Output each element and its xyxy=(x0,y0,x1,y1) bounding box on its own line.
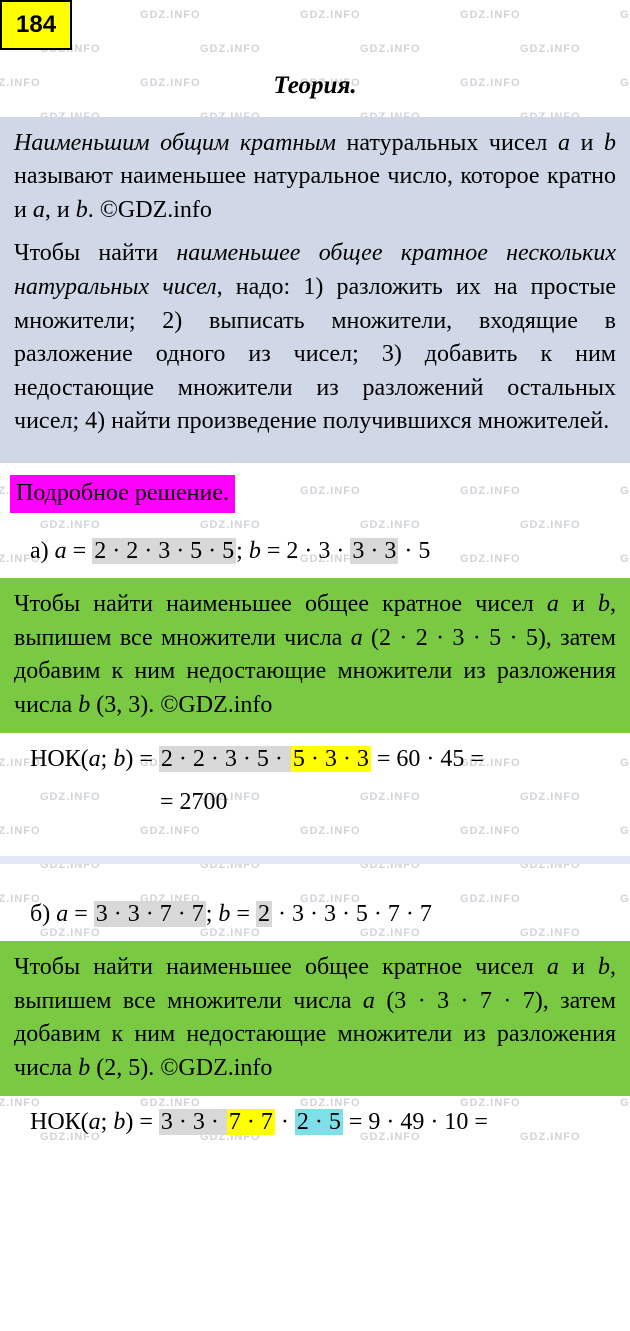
spacer xyxy=(0,864,630,890)
part-b-explanation: Чтобы найти наименьшее общее кратное чис… xyxy=(0,941,630,1095)
part-a-nok-result: = 2700 xyxy=(0,786,630,830)
part-a-nok: НОК(a; b) = 2 · 2 · 3 · 5 · 5 · 3 · 3 = … xyxy=(0,733,630,787)
spacer xyxy=(0,830,630,856)
divider-band xyxy=(0,856,630,864)
theory-box: Наименьшим общим кратным натуральных чис… xyxy=(0,117,630,463)
part-a-given: а) a = 2 · 2 · 3 · 5 · 5; b = 2 · 3 · 3 … xyxy=(0,527,630,579)
part-b-given: б) a = 3 · 3 · 7 · 7; b = 2 · 3 · 3 · 5 … xyxy=(0,890,630,942)
part-a-explanation: Чтобы найти наименьшее общее кратное чис… xyxy=(0,578,630,732)
lcm-term: Наименьшим общим кратным xyxy=(14,130,336,156)
part-b-nok: НОК(a; b) = 3 · 3 · 7 · 7 · 2 · 5 = 9 · … xyxy=(0,1096,630,1150)
theory-title: Теория. xyxy=(0,68,630,103)
document-content: 184 Теория. Наименьшим общим кратным нат… xyxy=(0,0,630,1149)
solution-label: Подробное решение. xyxy=(10,475,235,513)
theory-paragraph-1: Наименьшим общим кратным натуральных чис… xyxy=(14,127,616,228)
problem-number-badge: 184 xyxy=(0,0,72,50)
theory-paragraph-2: Чтобы найти наименьшее общее кратное нес… xyxy=(14,237,616,439)
